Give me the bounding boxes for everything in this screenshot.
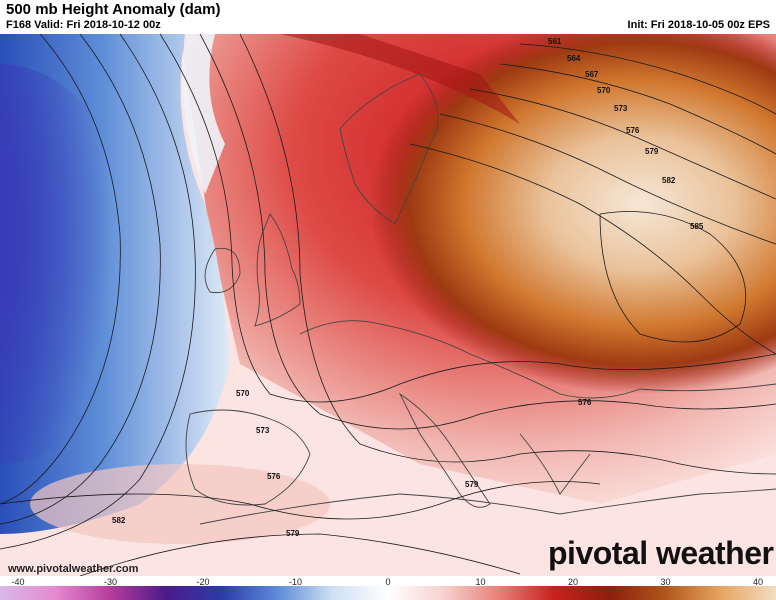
contour-label: 576 — [267, 472, 281, 481]
weather-map[interactable]: 561 564 567 570 573 576 579 582 585 570 … — [0, 34, 776, 576]
contour-label: 564 — [567, 54, 581, 63]
contour-label: 570 — [597, 86, 611, 95]
colorbar-tick-label: 10 — [475, 577, 485, 587]
contour-label: 576 — [626, 126, 640, 135]
contour-label: 579 — [645, 147, 659, 156]
contour-label: 561 — [548, 37, 562, 46]
colorbar-tick-label: 40 — [753, 577, 763, 587]
colorbar-tick-label: 0 — [385, 577, 390, 587]
contour-label: 573 — [614, 104, 628, 113]
colorbar-tick-label: 20 — [568, 577, 578, 587]
contour-labels: 561 564 567 570 573 576 579 582 585 570 … — [112, 37, 704, 538]
contour-label: 573 — [256, 426, 270, 435]
weak-positive-atlantic — [30, 464, 330, 544]
colorbar-strip — [0, 586, 776, 600]
contour-label: 570 — [236, 389, 250, 398]
height-contours — [0, 34, 776, 576]
brand-logo: pivotal weather — [548, 535, 774, 571]
colorbar-tick-label: -20 — [196, 577, 209, 587]
colorbar-tick-label: -10 — [289, 577, 302, 587]
contour-label: 579 — [286, 529, 300, 538]
ridge-core — [370, 34, 776, 394]
website-url: www.pivotalweather.com — [8, 563, 139, 575]
init-time: Init: Fri 2018-10-05 00z EPS — [627, 19, 770, 31]
contour-label: 579 — [465, 480, 479, 489]
colorbar: -40 -30 -20 -10 0 10 20 30 40 — [0, 577, 776, 600]
colorbar-tick-label: 30 — [660, 577, 670, 587]
neutral-band — [182, 34, 225, 194]
contour-label: 567 — [585, 70, 599, 79]
strong-positive-band — [280, 34, 520, 124]
contour-label: 582 — [662, 176, 676, 185]
colorbar-tick-label: -40 — [11, 577, 24, 587]
coastlines — [185, 73, 776, 525]
colorbar-tick-label: -30 — [104, 577, 117, 587]
colorbar-ticks: -40 -30 -20 -10 0 10 20 30 40 — [11, 577, 763, 587]
contour-label: 582 — [112, 516, 126, 525]
contour-label: 576 — [578, 398, 592, 407]
chart-title: 500 mb Height Anomaly (dam) — [6, 1, 221, 18]
valid-time: F168 Valid: Fri 2018-10-12 00z — [6, 19, 161, 31]
contour-label: 585 — [690, 222, 704, 231]
chart-header: 500 mb Height Anomaly (dam) F168 Valid: … — [0, 0, 776, 34]
